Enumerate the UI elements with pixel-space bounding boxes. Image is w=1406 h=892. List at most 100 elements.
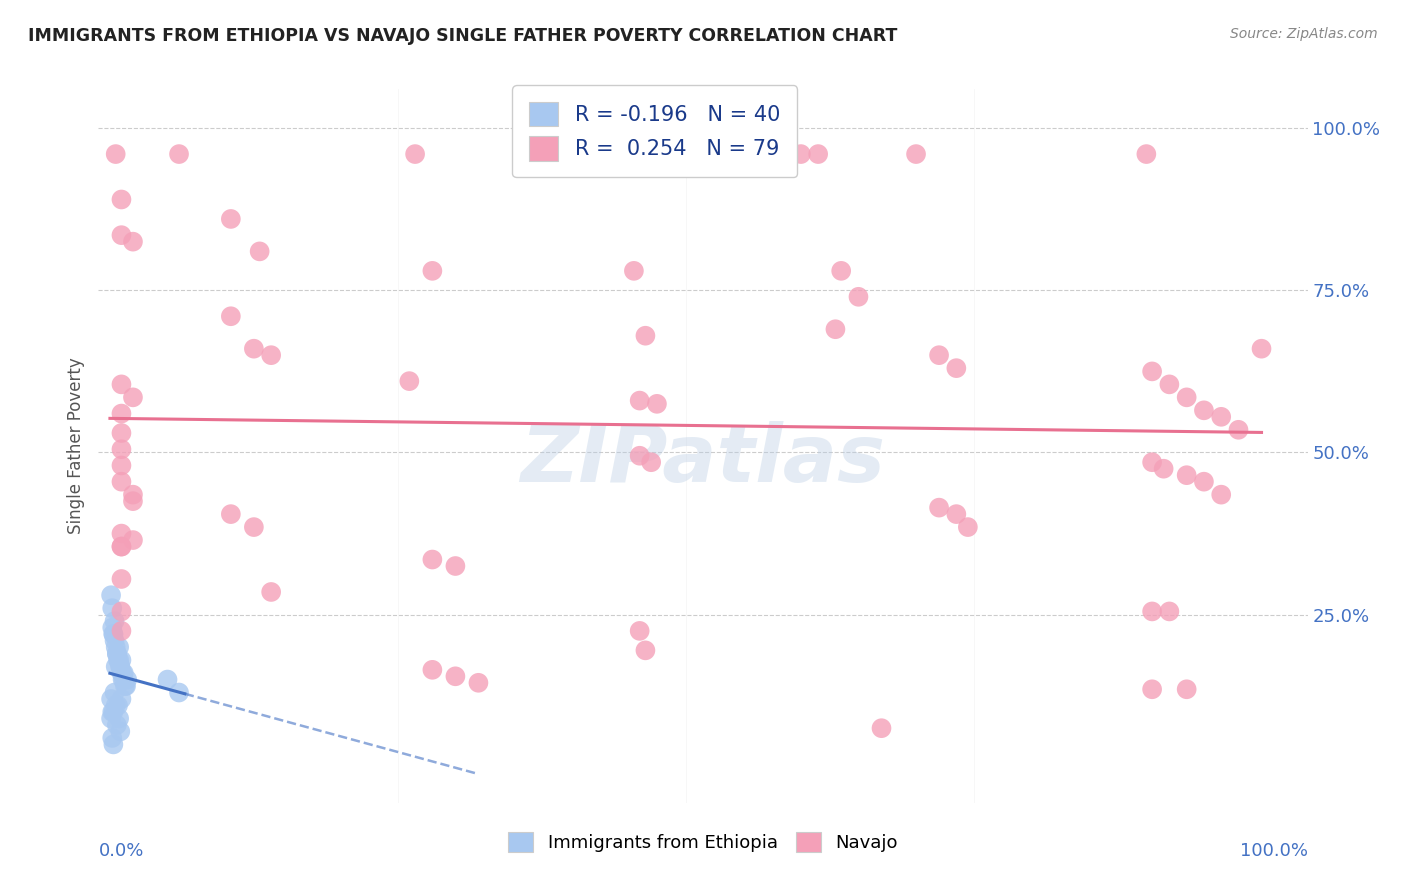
Point	[404, 147, 426, 161]
Point	[1175, 468, 1198, 483]
Point	[243, 520, 266, 534]
Point	[628, 393, 651, 408]
Point	[260, 348, 283, 362]
Point	[848, 290, 870, 304]
Point	[640, 455, 662, 469]
Point	[108, 653, 131, 667]
Point	[103, 627, 125, 641]
Point	[1175, 682, 1198, 697]
Text: ZIPatlas: ZIPatlas	[520, 421, 886, 500]
Point	[110, 228, 132, 243]
Point	[422, 552, 444, 566]
Point	[634, 643, 657, 657]
Point	[1250, 342, 1272, 356]
Point	[110, 458, 132, 473]
Point	[219, 211, 242, 226]
Point	[100, 692, 122, 706]
Point	[1159, 604, 1181, 618]
Point	[110, 572, 132, 586]
Point	[100, 711, 122, 725]
Point	[110, 692, 132, 706]
Point	[870, 721, 893, 735]
Point	[101, 601, 124, 615]
Point	[1227, 423, 1250, 437]
Point	[830, 264, 852, 278]
Text: 0.0%: 0.0%	[98, 842, 143, 860]
Point	[110, 442, 132, 457]
Point	[104, 659, 127, 673]
Point	[628, 449, 651, 463]
Point	[103, 738, 125, 752]
Point	[645, 397, 668, 411]
Point	[101, 705, 124, 719]
Point	[1192, 475, 1215, 489]
Point	[156, 673, 179, 687]
Point	[111, 666, 134, 681]
Point	[110, 724, 132, 739]
Point	[1175, 390, 1198, 404]
Point	[824, 322, 846, 336]
Point	[105, 647, 128, 661]
Point	[107, 653, 129, 667]
Point	[249, 244, 271, 259]
Legend: Immigrants from Ethiopia, Navajo: Immigrants from Ethiopia, Navajo	[495, 819, 911, 865]
Point	[110, 624, 132, 638]
Text: IMMIGRANTS FROM ETHIOPIA VS NAVAJO SINGLE FATHER POVERTY CORRELATION CHART: IMMIGRANTS FROM ETHIOPIA VS NAVAJO SINGL…	[28, 27, 897, 45]
Point	[905, 147, 928, 161]
Point	[634, 328, 657, 343]
Point	[260, 585, 283, 599]
Point	[122, 533, 145, 547]
Point	[104, 698, 127, 713]
Point	[1140, 455, 1163, 469]
Point	[945, 361, 967, 376]
Point	[727, 147, 749, 161]
Point	[110, 193, 132, 207]
Point	[1159, 377, 1181, 392]
Point	[467, 675, 489, 690]
Point	[103, 627, 125, 641]
Point	[108, 711, 131, 725]
Point	[110, 540, 132, 554]
Point	[122, 494, 145, 508]
Point	[104, 640, 127, 654]
Point	[111, 673, 134, 687]
Point	[628, 624, 651, 638]
Y-axis label: Single Father Poverty: Single Father Poverty	[67, 358, 86, 534]
Point	[100, 588, 122, 602]
Point	[422, 663, 444, 677]
Point	[114, 679, 136, 693]
Point	[108, 640, 131, 654]
Point	[444, 669, 467, 683]
Point	[122, 488, 145, 502]
Point	[110, 666, 132, 681]
Text: Source: ZipAtlas.com: Source: ZipAtlas.com	[1230, 27, 1378, 41]
Point	[167, 685, 190, 699]
Point	[110, 604, 132, 618]
Point	[110, 540, 132, 554]
Point	[714, 147, 737, 161]
Point	[110, 526, 132, 541]
Point	[1140, 604, 1163, 618]
Point	[444, 559, 467, 574]
Point	[107, 698, 129, 713]
Point	[422, 264, 444, 278]
Point	[110, 407, 132, 421]
Point	[1153, 461, 1175, 475]
Point	[398, 374, 420, 388]
Point	[807, 147, 830, 161]
Point	[122, 235, 145, 249]
Point	[1140, 364, 1163, 378]
Point	[945, 507, 967, 521]
Point	[112, 666, 135, 681]
Point	[110, 475, 132, 489]
Point	[110, 425, 132, 440]
Point	[101, 621, 124, 635]
Point	[167, 147, 190, 161]
Point	[219, 310, 242, 324]
Point	[101, 731, 124, 745]
Point	[122, 390, 145, 404]
Point	[928, 348, 950, 362]
Point	[110, 377, 132, 392]
Point	[928, 500, 950, 515]
Point	[1211, 488, 1233, 502]
